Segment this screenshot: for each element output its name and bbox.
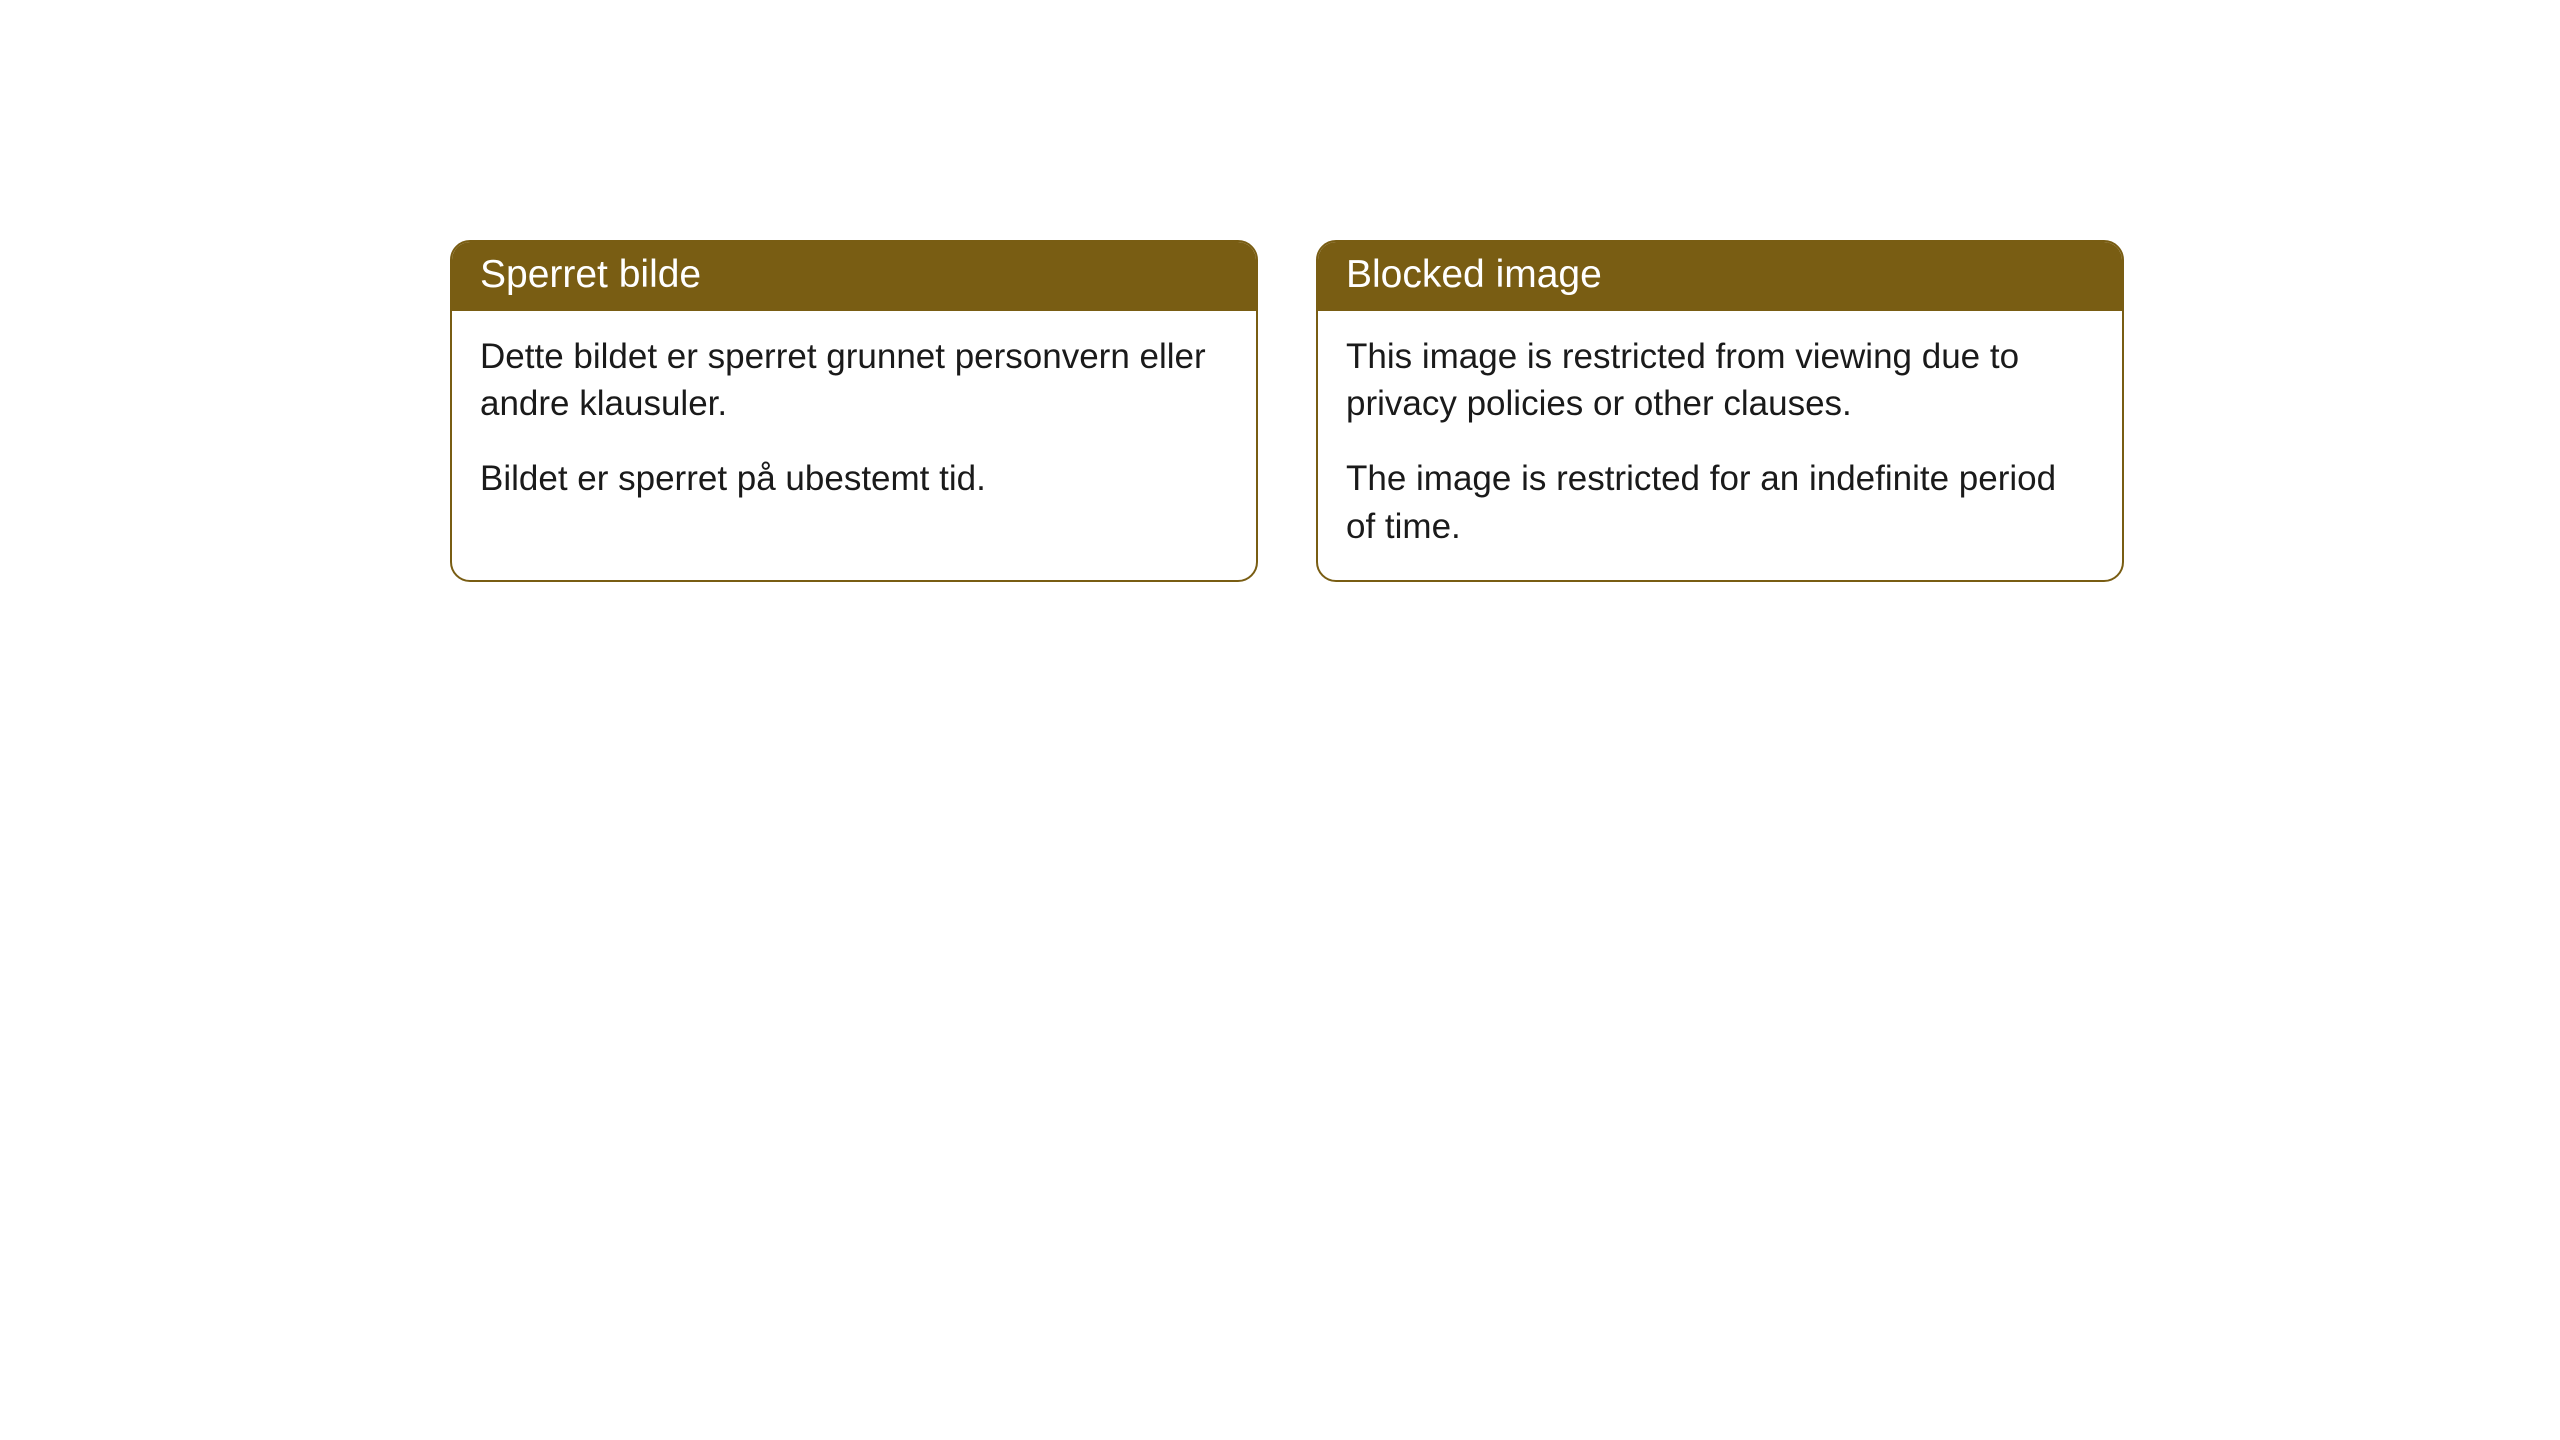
notice-container: Sperret bilde Dette bildet er sperret gr… xyxy=(450,240,2124,582)
card-header-english: Blocked image xyxy=(1318,242,2122,311)
card-body-norwegian: Dette bildet er sperret grunnet personve… xyxy=(452,311,1256,533)
notice-card-english: Blocked image This image is restricted f… xyxy=(1316,240,2124,582)
card-paragraph-english-2: The image is restricted for an indefinit… xyxy=(1346,455,2094,550)
notice-card-norwegian: Sperret bilde Dette bildet er sperret gr… xyxy=(450,240,1258,582)
card-header-norwegian: Sperret bilde xyxy=(452,242,1256,311)
card-paragraph-english-1: This image is restricted from viewing du… xyxy=(1346,333,2094,428)
card-paragraph-norwegian-1: Dette bildet er sperret grunnet personve… xyxy=(480,333,1228,428)
card-body-english: This image is restricted from viewing du… xyxy=(1318,311,2122,580)
card-paragraph-norwegian-2: Bildet er sperret på ubestemt tid. xyxy=(480,455,1228,502)
